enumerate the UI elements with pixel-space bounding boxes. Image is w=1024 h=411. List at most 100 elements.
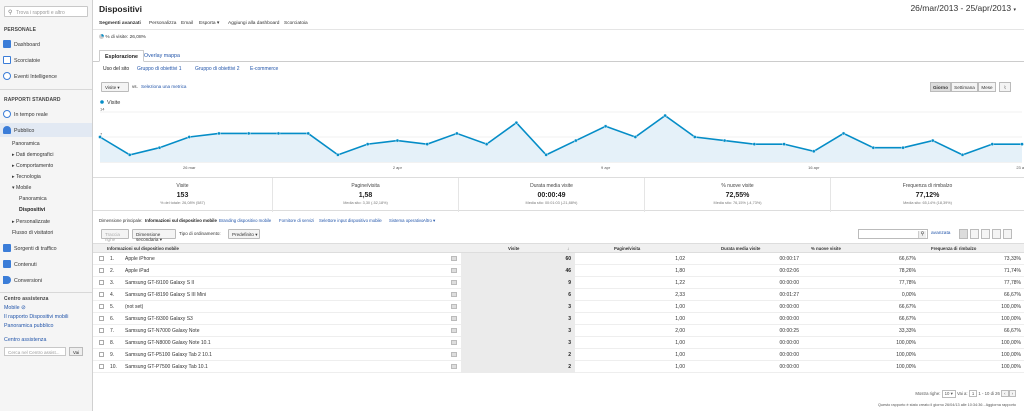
table-row[interactable]: 2. Apple iPad 46 1,80 00:02:06 78,26% 71,74% bbox=[93, 265, 1024, 277]
row-detail-icon[interactable] bbox=[451, 256, 457, 261]
subtab-goal-set-1[interactable]: Gruppo di obiettivi 1 bbox=[137, 66, 182, 72]
sidebar-sub-devices[interactable]: Dispositivi bbox=[19, 207, 46, 213]
table-row[interactable]: 8. Samsung GT-N8000 Galaxy Note 10.1 3 1,00… bbox=[93, 337, 1024, 349]
table-view-icon[interactable] bbox=[959, 229, 968, 239]
search-icon[interactable]: ⚲ bbox=[918, 231, 926, 238]
row-detail-icon[interactable] bbox=[451, 280, 457, 285]
sort-arrow-icon[interactable]: ↓ bbox=[567, 246, 570, 251]
row-checkbox[interactable] bbox=[99, 328, 104, 333]
sidebar-sub-mobile[interactable]: ▾ Mobile bbox=[12, 185, 32, 191]
row-checkbox[interactable] bbox=[99, 352, 104, 357]
subtab-ecommerce[interactable]: E-commerce bbox=[250, 66, 279, 72]
sort-type-select[interactable]: Predefinito ▾ bbox=[228, 229, 260, 239]
dimension-more[interactable]: Altro ▾ bbox=[423, 218, 436, 223]
month-button[interactable]: Mese bbox=[978, 82, 996, 92]
add-to-dashboard-button[interactable]: Aggiungi alla dashboard bbox=[228, 21, 280, 26]
row-detail-icon[interactable] bbox=[451, 364, 457, 369]
row-checkbox[interactable] bbox=[99, 256, 104, 261]
device-name-link[interactable]: Samsung GT-N7000 Galaxy Note bbox=[125, 328, 200, 334]
col-bounce-rate[interactable]: Frequenza di rimbalzo bbox=[931, 246, 977, 251]
sidebar-sub-demographics[interactable]: ▸ Dati demografici bbox=[12, 152, 54, 158]
sidebar-item-traffic-sources[interactable]: Sorgenti di traffico bbox=[0, 241, 92, 255]
plot-rows-button[interactable]: Traccia righe bbox=[101, 229, 129, 242]
row-detail-icon[interactable] bbox=[451, 316, 457, 321]
table-filter-input[interactable]: ⚲ bbox=[858, 229, 928, 239]
email-button[interactable]: Email bbox=[181, 21, 193, 26]
next-page-button[interactable]: › bbox=[1008, 390, 1016, 397]
row-detail-icon[interactable] bbox=[451, 292, 457, 297]
row-detail-icon[interactable] bbox=[451, 268, 457, 273]
col-device-info[interactable]: Informazioni sul dispositivo mobile bbox=[107, 246, 179, 251]
pivot-view-icon[interactable] bbox=[1003, 229, 1012, 239]
pie-view-icon[interactable] bbox=[970, 229, 979, 239]
device-name-link[interactable]: Apple iPad bbox=[125, 268, 150, 274]
table-row[interactable]: 10. Samsung GT-P7500 Galaxy Tab 10.1 2 1,00… bbox=[93, 361, 1024, 373]
help-link-mobile-report[interactable]: Il rapporto Dispositivi mobili bbox=[4, 314, 69, 320]
sidebar-sub-visitors-flow[interactable]: Flusso di visitatori bbox=[12, 230, 54, 236]
sidebar-item-shortcuts[interactable]: Scorciatoie bbox=[0, 53, 92, 67]
comparison-view-icon[interactable] bbox=[992, 229, 1001, 239]
subtab-goal-set-2[interactable]: Gruppo di obiettivi 2 bbox=[195, 66, 240, 72]
device-name-link[interactable]: Samsung GT-P7500 Galaxy Tab 10.1 bbox=[125, 364, 208, 370]
date-range-picker[interactable]: 26/mar/2013 - 25/apr/2013 ▾ bbox=[910, 3, 1016, 13]
table-row[interactable]: 9. Samsung GT-P5100 Galaxy Tab 2 10.1 2 1,0… bbox=[93, 349, 1024, 361]
device-name-link[interactable]: Samsung GT-P5100 Galaxy Tab 2 10.1 bbox=[125, 352, 212, 358]
performance-view-icon[interactable] bbox=[981, 229, 990, 239]
device-name-link[interactable]: Samsung GT-I8190 Galaxy S III Mini bbox=[125, 292, 207, 298]
device-name-link[interactable]: Samsung GT-I9300 Galaxy S3 bbox=[125, 316, 193, 322]
tab-explorer[interactable]: Esplorazione bbox=[99, 50, 144, 62]
row-checkbox[interactable] bbox=[99, 280, 104, 285]
device-name-link[interactable]: Apple iPhone bbox=[125, 256, 155, 262]
table-row[interactable]: 3. Samsung GT-I9100 Galaxy S II 9 1,22 00:00… bbox=[93, 277, 1024, 289]
export-button[interactable]: Esporta ▾ bbox=[199, 21, 220, 26]
help-search-input[interactable]: Cerca nel Centro assist... bbox=[4, 347, 66, 356]
week-button[interactable]: Settimana bbox=[951, 82, 978, 92]
col-new-visits[interactable]: % nuove visite bbox=[811, 246, 841, 251]
help-center-link[interactable]: Centro assistenza bbox=[4, 337, 47, 343]
row-checkbox[interactable] bbox=[99, 304, 104, 309]
sidebar-sub-technology[interactable]: ▸ Tecnologia bbox=[12, 174, 41, 180]
table-row[interactable]: 4. Samsung GT-I8190 Galaxy S III Mini 6 2,3… bbox=[93, 289, 1024, 301]
dimension-os[interactable]: Sistema operativo bbox=[389, 218, 424, 223]
metric-select[interactable]: Visite ▾ bbox=[101, 82, 129, 92]
table-row[interactable]: 5. (not set) 3 1,00 00:00:00 66,67% 100,00% bbox=[93, 301, 1024, 313]
row-detail-icon[interactable] bbox=[451, 328, 457, 333]
table-row[interactable]: 6. Samsung GT-I9300 Galaxy S3 3 1,00 00:00:0… bbox=[93, 313, 1024, 325]
tab-map-overlay[interactable]: Overlay mappa bbox=[144, 53, 180, 59]
sidebar-item-intelligence[interactable]: Eventi Intelligence bbox=[0, 69, 92, 83]
day-button[interactable]: Giorno bbox=[930, 82, 951, 92]
report-search-input[interactable]: ⚲ Trova i rapporti e altro bbox=[4, 6, 88, 17]
help-link-audience-overview[interactable]: Panoramica pubblico bbox=[4, 323, 54, 329]
dimension-input-selector[interactable]: Selettore input dispositivo mobile bbox=[319, 218, 382, 223]
col-visits[interactable]: Visite bbox=[508, 246, 520, 251]
row-detail-icon[interactable] bbox=[451, 352, 457, 357]
device-name-link[interactable]: Samsung GT-I9100 Galaxy S II bbox=[125, 280, 195, 286]
sidebar-sub-behavior[interactable]: ▸ Comportamento bbox=[12, 163, 54, 169]
secondary-dimension-select[interactable]: Dimensione secondaria ▾ bbox=[132, 229, 176, 242]
device-name-link[interactable]: (not set) bbox=[125, 304, 144, 310]
dimension-device-info[interactable]: Informazioni sul dispositivo mobile bbox=[145, 218, 217, 223]
goto-page-input[interactable]: 1 bbox=[968, 390, 978, 397]
table-row[interactable]: 7. Samsung GT-N7000 Galaxy Note 3 2,00 00:00… bbox=[93, 325, 1024, 337]
device-name-link[interactable]: Samsung GT-N8000 Galaxy Note 10.1 bbox=[125, 340, 211, 346]
sidebar-item-conversions[interactable]: Conversioni bbox=[0, 273, 92, 287]
row-checkbox[interactable] bbox=[99, 292, 104, 297]
row-checkbox[interactable] bbox=[99, 340, 104, 345]
row-detail-icon[interactable] bbox=[451, 304, 457, 309]
add-metric-link[interactable]: Seleziona una metrica bbox=[141, 84, 187, 89]
col-avg-duration[interactable]: Durata media visite bbox=[721, 246, 761, 251]
sidebar-item-content[interactable]: Contenuti bbox=[0, 257, 92, 271]
sidebar-sub-mobile-overview[interactable]: Panoramica bbox=[19, 196, 47, 202]
sidebar-item-audience[interactable]: Pubblico bbox=[0, 123, 92, 137]
help-search-button[interactable]: Vai bbox=[69, 347, 83, 356]
subtab-site-usage[interactable]: Uso del sito bbox=[103, 66, 130, 72]
row-checkbox[interactable] bbox=[99, 316, 104, 321]
dimension-branding[interactable]: Branding dispositivo mobile bbox=[219, 218, 272, 223]
help-link-mobile[interactable]: Mobile ⊘ bbox=[4, 305, 26, 311]
row-checkbox[interactable] bbox=[99, 268, 104, 273]
col-pages-per-visit[interactable]: Pagine/visita bbox=[614, 246, 641, 251]
shortcut-button[interactable]: Scorciatoia bbox=[284, 21, 308, 26]
sidebar-sub-custom[interactable]: ▸ Personalizzate bbox=[12, 219, 51, 225]
rows-per-page-select[interactable]: 10 ▾ bbox=[941, 390, 956, 398]
sidebar-sub-overview[interactable]: Panoramica bbox=[12, 141, 40, 147]
